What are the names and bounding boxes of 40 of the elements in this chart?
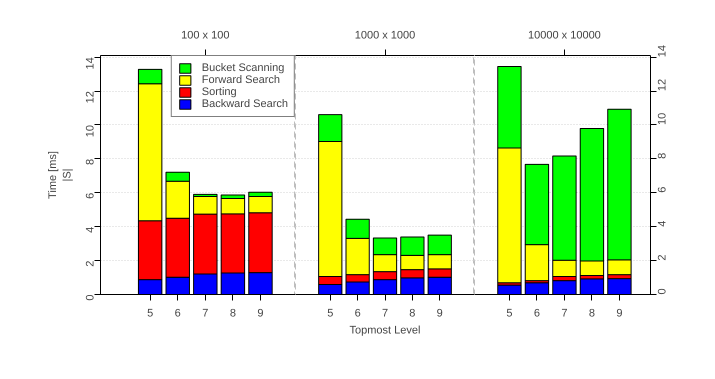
y-axis-title: Time [ms] |S|	[47, 151, 74, 199]
y-tick-label: 14	[84, 57, 96, 70]
y-tick-label: 4	[84, 226, 96, 233]
x-tick-label: 7	[382, 308, 388, 320]
x-tick-label: 8	[409, 308, 416, 320]
x-axis-title: Topmost Level	[350, 324, 420, 336]
x-tick-label: 5	[147, 308, 154, 320]
y2-tick-label: 14	[656, 44, 668, 58]
y-tick-label: 10	[84, 124, 96, 138]
chart-title: 100 x 100	[181, 30, 230, 42]
x-tick-label: 9	[257, 308, 264, 320]
y-tick-label: 12	[84, 91, 96, 104]
legend-label: Forward Search	[202, 74, 280, 86]
y2-tick-label: 0	[656, 288, 668, 294]
x-tick-label: 8	[230, 308, 236, 320]
x-tick-label: 7	[202, 308, 208, 320]
x-tick-label: 6	[174, 308, 181, 320]
x-tick-label: 9	[616, 308, 622, 320]
y2-tick-label: 12	[656, 78, 668, 92]
legend-label: Sorting	[202, 86, 237, 98]
x-tick-label: 5	[327, 308, 334, 320]
chart-title: 10000 x 10000	[528, 30, 601, 42]
y2-tick-label: 6	[656, 186, 668, 193]
y2-tick-label: 2	[656, 254, 668, 261]
y2-tick-label: 8	[656, 152, 668, 159]
y-tick-label: 2	[84, 260, 96, 267]
x-tick-label: 7	[561, 308, 568, 320]
legend-label: Bucket Scanning	[202, 62, 284, 74]
legend-label: Backward Search	[202, 98, 288, 110]
y2-tick-label: 10	[656, 112, 668, 125]
chart-title: 1000 x 1000	[354, 30, 416, 42]
y-tick-label: 0	[84, 294, 96, 301]
y-tick-label: 8	[84, 158, 96, 166]
y-tick-label: 6	[84, 192, 96, 199]
x-tick-label: 6	[354, 308, 361, 320]
x-tick-label: 9	[436, 308, 443, 320]
x-tick-label: 5	[506, 308, 512, 320]
y2-tick-label: 4	[656, 220, 668, 227]
x-tick-label: 6	[534, 308, 540, 320]
x-tick-label: 8	[588, 308, 595, 320]
